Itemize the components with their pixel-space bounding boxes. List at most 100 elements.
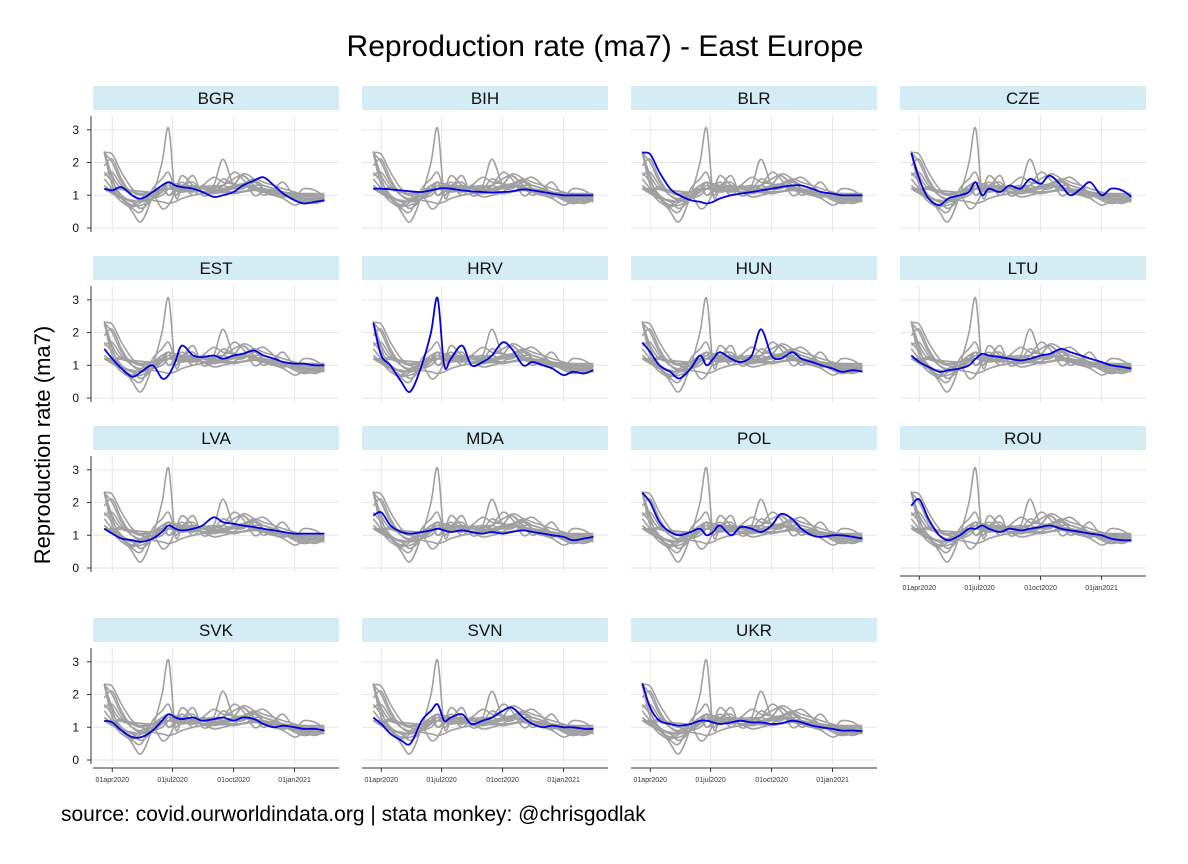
panel-strip: [93, 256, 339, 280]
panel-strip: [631, 426, 877, 450]
series-line-ukr: [103, 150, 325, 200]
panel-title: BGR: [198, 89, 235, 108]
y-tick-label: 0: [72, 221, 79, 235]
highlight-line-mda: [372, 511, 594, 542]
x-tick-label: 01oct2020: [486, 777, 519, 784]
highlight-line-cze: [910, 152, 1132, 207]
series-line-svn: [910, 341, 1132, 384]
chart-title: Reproduction rate (ma7) - East Europe: [346, 30, 864, 63]
series-line-hrv: [103, 126, 325, 223]
panel-strip: [362, 86, 608, 110]
y-tick-label: 2: [72, 326, 79, 340]
y-tick-label: 3: [72, 655, 79, 669]
highlight-line-rou: [910, 498, 1132, 542]
panel-strip: [362, 426, 608, 450]
series-line-hrv: [641, 126, 863, 223]
series-line-lva: [372, 516, 594, 543]
y-tick-label: 2: [72, 156, 79, 170]
series-line-pol: [910, 322, 1132, 370]
panel-mda: MDA: [362, 426, 608, 572]
series-line-hrv: [910, 296, 1132, 393]
series-line-svn: [372, 511, 594, 554]
highlight-line-svn: [372, 703, 594, 746]
y-tick-label: 0: [72, 561, 79, 575]
series-line-pol: [372, 684, 594, 732]
panel-ukr: UKR 01apr2020 01jul2020 01oct2020 01jan2021: [631, 618, 877, 784]
panel-strip: [93, 426, 339, 450]
panel-title: SVK: [199, 621, 234, 640]
series-line-ukr: [372, 320, 594, 370]
y-tick-label: 3: [72, 123, 79, 137]
x-tick-label: 01oct2020: [1024, 585, 1057, 592]
series-line-hrv: [372, 126, 594, 223]
series-line-ukr: [103, 490, 325, 540]
x-tick-label: 01apr2020: [903, 585, 937, 592]
highlight-line-bgr: [104, 176, 325, 205]
x-tick-label: 01jan2021: [1085, 585, 1118, 592]
series-line-lva: [372, 708, 594, 735]
panel-title: ROU: [1004, 429, 1042, 448]
series-line-hrv: [372, 658, 594, 755]
panel-strip: [900, 256, 1146, 280]
x-tick-label: 01apr2020: [365, 777, 399, 784]
y-tick-label: 3: [72, 463, 79, 477]
series-line-hrv: [910, 466, 1132, 563]
y-tick-label: 0: [72, 391, 79, 405]
panel-strip: [631, 86, 877, 110]
series-line-pol: [103, 322, 325, 370]
x-tick-label: 01jan2021: [278, 777, 311, 784]
series-line-hrv: [103, 296, 325, 393]
highlight-line-blr: [642, 151, 863, 205]
x-tick-label: 01jul2020: [695, 777, 725, 784]
panel-title: EST: [199, 259, 232, 278]
series-line-hrv: [641, 296, 863, 393]
series-line-svn: [641, 511, 863, 554]
x-tick-label: 01oct2020: [755, 777, 788, 784]
highlight-line-ukr: [641, 682, 863, 733]
panel-strip: [93, 86, 339, 110]
highlight-line-est: [103, 344, 325, 380]
series-line-pol: [372, 492, 594, 540]
series-line-pol: [641, 684, 863, 732]
panel-ltu: LTU: [900, 256, 1146, 402]
series-line-svn: [103, 511, 325, 554]
panel-title: MDA: [466, 429, 504, 448]
panel-hrv: HRV: [362, 256, 608, 402]
series-line-pol: [641, 322, 863, 370]
y-tick-label: 2: [72, 688, 79, 702]
panel-svk: SVK 0 1 2 3 01apr2020 01jul2020 01oct2020 01jan2…: [72, 618, 339, 784]
series-line-svn: [641, 171, 863, 214]
x-tick-label: 01jan2021: [547, 777, 580, 784]
series-line-svn: [910, 171, 1132, 214]
panel-cze: CZE: [900, 86, 1146, 232]
series-line-lva: [910, 516, 1132, 543]
y-tick-label: 1: [72, 528, 79, 542]
x-tick-label: 01jul2020: [157, 777, 187, 784]
series-line-svn: [103, 341, 325, 384]
series-line-hrv: [641, 658, 863, 755]
series-line-lva: [910, 176, 1132, 203]
panel-strip: [900, 426, 1146, 450]
series-line-pol: [372, 322, 594, 370]
panel-title: SVN: [468, 621, 503, 640]
series-line-ukr: [641, 490, 863, 540]
panel-title: HRV: [467, 259, 503, 278]
series-line-ukr: [372, 682, 594, 732]
y-tick-label: 1: [72, 358, 79, 372]
series-line-pol: [910, 492, 1132, 540]
highlight-line-ltu: [910, 347, 1132, 373]
highlight-line-hrv: [372, 296, 594, 393]
y-tick-label: 1: [72, 188, 79, 202]
series-line-hrv: [103, 466, 325, 563]
series-line-lva: [641, 346, 863, 373]
series-line-lva: [372, 176, 594, 203]
series-line-pol: [103, 492, 325, 540]
series-line-hrv: [641, 466, 863, 563]
panel-title: UKR: [736, 621, 772, 640]
panel-title: POL: [737, 429, 771, 448]
y-tick-label: 0: [72, 753, 79, 767]
panel-title: BIH: [471, 89, 499, 108]
x-tick-label: 01apr2020: [96, 777, 130, 784]
series-line-ukr: [641, 150, 863, 200]
